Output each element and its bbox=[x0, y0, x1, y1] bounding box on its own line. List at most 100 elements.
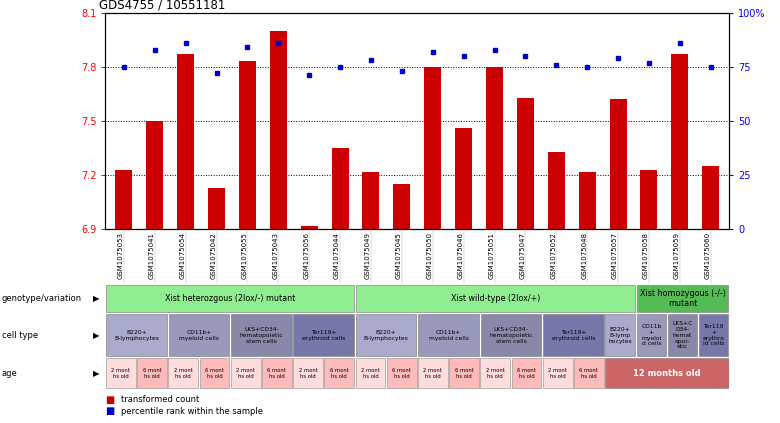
Bar bbox=[239, 61, 256, 229]
Bar bbox=[262, 358, 292, 388]
Text: GSM1075060: GSM1075060 bbox=[705, 232, 711, 279]
Bar bbox=[231, 358, 261, 388]
Bar bbox=[332, 148, 349, 229]
Text: Ter119+
erythroid cells: Ter119+ erythroid cells bbox=[551, 330, 595, 341]
Text: B220+
B-lymp
hocytes: B220+ B-lymp hocytes bbox=[608, 327, 632, 343]
Text: B220+
B-lymphocytes: B220+ B-lymphocytes bbox=[363, 330, 409, 341]
Bar bbox=[512, 358, 541, 388]
Bar bbox=[115, 170, 133, 229]
Text: 12 months old: 12 months old bbox=[633, 369, 700, 378]
Bar bbox=[106, 358, 136, 388]
Text: 6 mont
hs old: 6 mont hs old bbox=[517, 368, 536, 379]
Text: 6 mont
hs old: 6 mont hs old bbox=[580, 368, 598, 379]
Bar bbox=[393, 184, 410, 229]
Text: GSM1075048: GSM1075048 bbox=[581, 232, 587, 279]
Bar bbox=[543, 314, 604, 356]
Bar bbox=[605, 358, 729, 388]
Text: 6 mont
hs old: 6 mont hs old bbox=[205, 368, 224, 379]
Text: ▶: ▶ bbox=[94, 331, 100, 340]
Text: Xist heterozgous (2lox/-) mutant: Xist heterozgous (2lox/-) mutant bbox=[165, 294, 295, 303]
Text: GDS4755 / 10551181: GDS4755 / 10551181 bbox=[99, 0, 225, 11]
Text: 6 mont
hs old: 6 mont hs old bbox=[392, 368, 411, 379]
Bar bbox=[548, 152, 565, 229]
Text: 2 mont
hs old: 2 mont hs old bbox=[424, 368, 442, 379]
Bar bbox=[200, 358, 229, 388]
Text: 2 mont
hs old: 2 mont hs old bbox=[486, 368, 505, 379]
Text: ▶: ▶ bbox=[94, 369, 100, 378]
Text: cell type: cell type bbox=[2, 331, 37, 340]
Text: 2 mont
hs old: 2 mont hs old bbox=[236, 368, 255, 379]
Bar bbox=[363, 171, 379, 229]
Text: Ter119
+
erythro
id cells: Ter119 + erythro id cells bbox=[703, 324, 725, 346]
Text: GSM1075046: GSM1075046 bbox=[458, 232, 463, 279]
Bar bbox=[387, 358, 417, 388]
Bar bbox=[480, 358, 510, 388]
Text: GSM1075054: GSM1075054 bbox=[179, 232, 186, 279]
Text: GSM1075059: GSM1075059 bbox=[674, 232, 680, 279]
Bar bbox=[579, 171, 596, 229]
Text: Xist homozygous (-/-)
mutant: Xist homozygous (-/-) mutant bbox=[640, 289, 725, 308]
Bar bbox=[356, 358, 385, 388]
Bar bbox=[418, 314, 479, 356]
Text: GSM1075055: GSM1075055 bbox=[241, 232, 247, 279]
Text: Xist wild-type (2lox/+): Xist wild-type (2lox/+) bbox=[451, 294, 540, 303]
Bar bbox=[480, 314, 541, 356]
Text: GSM1075058: GSM1075058 bbox=[643, 232, 649, 279]
Text: B220+
B-lymphocytes: B220+ B-lymphocytes bbox=[114, 330, 159, 341]
Bar bbox=[449, 358, 479, 388]
Text: GSM1075041: GSM1075041 bbox=[149, 232, 154, 279]
Bar bbox=[543, 358, 573, 388]
Bar bbox=[699, 314, 729, 356]
Bar bbox=[636, 286, 729, 312]
Bar bbox=[137, 358, 167, 388]
Text: LKS+C
D34-
hemat
opoi-
etic: LKS+C D34- hemat opoi- etic bbox=[672, 321, 693, 349]
Text: GSM1075043: GSM1075043 bbox=[272, 232, 278, 279]
Text: 2 mont
hs old: 2 mont hs old bbox=[548, 368, 567, 379]
Text: 6 mont
hs old: 6 mont hs old bbox=[330, 368, 349, 379]
Text: genotype/variation: genotype/variation bbox=[2, 294, 82, 303]
Bar bbox=[146, 121, 163, 229]
Bar bbox=[574, 358, 604, 388]
Text: LKS+CD34-
hematopoietic
stem cells: LKS+CD34- hematopoietic stem cells bbox=[239, 327, 283, 343]
Text: 6 mont
hs old: 6 mont hs old bbox=[143, 368, 161, 379]
Bar bbox=[668, 314, 697, 356]
Text: 2 mont
hs old: 2 mont hs old bbox=[112, 368, 130, 379]
Bar bbox=[270, 31, 287, 229]
Text: 2 mont
hs old: 2 mont hs old bbox=[174, 368, 193, 379]
Text: GSM1075050: GSM1075050 bbox=[427, 232, 433, 279]
Text: 6 mont
hs old: 6 mont hs old bbox=[455, 368, 473, 379]
Bar bbox=[324, 358, 354, 388]
Bar bbox=[356, 314, 417, 356]
Text: age: age bbox=[2, 369, 17, 378]
Text: 2 mont
hs old: 2 mont hs old bbox=[361, 368, 380, 379]
Bar bbox=[293, 314, 354, 356]
Bar bbox=[424, 67, 441, 229]
Bar bbox=[208, 188, 225, 229]
Bar bbox=[106, 314, 167, 356]
Text: GSM1075047: GSM1075047 bbox=[519, 232, 526, 279]
Text: ■: ■ bbox=[105, 407, 115, 416]
Text: ▶: ▶ bbox=[94, 294, 100, 303]
Text: 2 mont
hs old: 2 mont hs old bbox=[299, 368, 317, 379]
Bar bbox=[456, 128, 472, 229]
Text: transformed count: transformed count bbox=[121, 395, 199, 404]
Bar bbox=[231, 314, 292, 356]
Text: GSM1075056: GSM1075056 bbox=[303, 232, 309, 279]
Bar bbox=[610, 99, 626, 229]
Text: percentile rank within the sample: percentile rank within the sample bbox=[121, 407, 263, 416]
Bar bbox=[517, 98, 534, 229]
Bar bbox=[486, 67, 503, 229]
Bar bbox=[356, 286, 635, 312]
Bar bbox=[702, 166, 719, 229]
Text: GSM1075051: GSM1075051 bbox=[488, 232, 495, 279]
Text: CD11b+
myeloid cells: CD11b+ myeloid cells bbox=[428, 330, 469, 341]
Bar bbox=[636, 314, 666, 356]
Text: GSM1075057: GSM1075057 bbox=[612, 232, 618, 279]
Text: ■: ■ bbox=[105, 395, 115, 404]
Text: GSM1075044: GSM1075044 bbox=[334, 232, 340, 279]
Bar bbox=[106, 286, 354, 312]
Bar bbox=[640, 170, 658, 229]
Bar bbox=[177, 54, 194, 229]
Bar bbox=[605, 314, 635, 356]
Bar bbox=[293, 358, 323, 388]
